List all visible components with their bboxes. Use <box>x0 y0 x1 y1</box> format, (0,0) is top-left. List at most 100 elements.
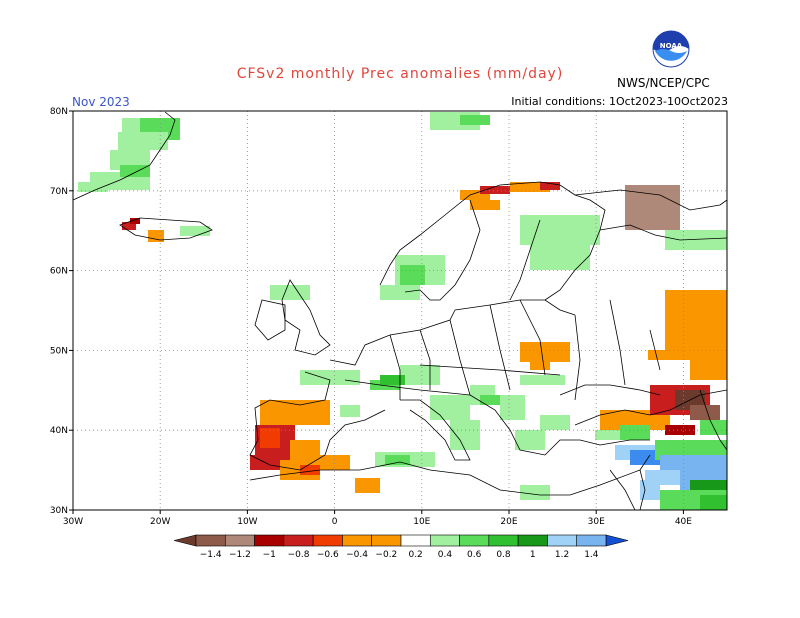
coastline <box>400 399 471 461</box>
coastline <box>344 379 471 396</box>
legend-label: −1.4 <box>200 550 222 560</box>
anomaly-cell <box>78 182 108 192</box>
anomaly-cell <box>500 395 525 420</box>
anomaly-cell <box>260 428 280 448</box>
anomaly-cell <box>545 375 565 385</box>
coastline <box>609 299 626 386</box>
coastline <box>574 389 728 426</box>
anomaly-cell <box>118 132 168 150</box>
lat-label: 80N <box>50 107 68 117</box>
anomaly-cell <box>180 226 210 236</box>
coastline <box>574 189 728 211</box>
map-frame <box>72 110 728 511</box>
legend-label: −0.4 <box>346 550 368 560</box>
anomaly-cell <box>460 190 490 200</box>
coastline <box>404 199 481 301</box>
anomaly-cell <box>700 495 727 510</box>
coastline <box>379 181 606 301</box>
noaa-logo-icon: NOAA <box>652 30 690 68</box>
anomaly-cell <box>480 186 510 194</box>
anomaly-cell <box>120 165 150 177</box>
legend-label: −0.8 <box>288 550 310 560</box>
anomaly-cell <box>380 285 420 300</box>
anomaly-cell <box>450 420 480 450</box>
anomaly-cell <box>620 425 650 440</box>
anomaly-cell <box>690 405 720 420</box>
legend-swatch <box>254 534 285 547</box>
agency-label: NWS/NCEP/CPC <box>617 76 710 90</box>
coastline <box>574 314 581 401</box>
anomaly-cell <box>520 342 570 362</box>
legend-swatch <box>429 534 460 547</box>
lon-label: 20E <box>500 517 517 527</box>
graticule <box>73 111 727 510</box>
coastline <box>469 394 650 456</box>
coastline <box>519 299 546 376</box>
anomaly-cell <box>290 440 320 460</box>
legend-label: 0.6 <box>467 550 482 560</box>
latitude-labels: 80N 70N 60N 50N 40N 30N <box>50 107 68 516</box>
svg-text:NOAA: NOAA <box>660 42 683 50</box>
anomaly-cell <box>530 360 550 370</box>
anomaly-cell <box>300 465 320 475</box>
anomaly-cell <box>540 415 570 430</box>
anomaly-cell <box>665 290 727 360</box>
coastline <box>449 319 471 396</box>
coastline <box>72 111 176 201</box>
coastline <box>119 217 213 241</box>
initial-conditions: Initial conditions: 1Oct2023-10Oct2023 <box>511 95 728 108</box>
lon-label: 10W <box>237 517 257 527</box>
forecast-month: Nov 2023 <box>72 95 130 109</box>
anomaly-cell <box>510 182 550 192</box>
legend-swatch <box>547 534 578 547</box>
coastline <box>699 389 728 451</box>
legend-swatch <box>488 534 519 547</box>
legend-label: −0.2 <box>375 550 397 560</box>
anomaly-cell <box>520 375 545 385</box>
anomaly-cell <box>648 350 678 360</box>
lon-label: 40E <box>675 517 692 527</box>
anomaly-cell <box>660 455 727 470</box>
coastline <box>639 469 646 511</box>
coastline <box>419 364 561 376</box>
legend-label: −0.6 <box>317 550 339 560</box>
anomaly-cell <box>355 478 380 493</box>
anomaly-cell <box>530 245 590 270</box>
anomaly-cell <box>300 370 360 385</box>
anomaly-cell <box>385 455 410 465</box>
legend-label: 0.4 <box>438 550 453 560</box>
lat-label: 60N <box>50 267 68 277</box>
anomaly-cell <box>540 182 560 190</box>
axis-ticks <box>69 110 684 514</box>
anomaly-cell <box>460 115 490 125</box>
coastline <box>419 329 431 390</box>
coastline <box>649 329 661 371</box>
legend-label: 1 <box>530 550 536 560</box>
legend-swatch <box>342 534 373 547</box>
coastline <box>254 299 286 341</box>
anomaly-cell <box>630 450 660 465</box>
coastline <box>489 304 511 391</box>
anomaly-cell <box>470 200 500 210</box>
legend-swatch <box>224 534 255 547</box>
legend-label: 1.2 <box>555 550 569 560</box>
legend-swatch <box>459 534 490 547</box>
lon-label: 0 <box>332 517 338 527</box>
legend-arrow-low <box>173 534 197 547</box>
legend-label: 0.2 <box>408 550 422 560</box>
coastline <box>389 334 401 400</box>
legend-swatch <box>371 534 402 547</box>
legend-label: 0.8 <box>496 550 511 560</box>
coastline <box>609 469 636 511</box>
lon-label: 10E <box>413 517 430 527</box>
lat-label: 30N <box>50 506 68 516</box>
anomaly-cell <box>320 455 350 470</box>
anomaly-cell <box>665 425 695 435</box>
anomaly-cell <box>430 395 470 420</box>
coastline <box>249 371 386 471</box>
anomaly-cell <box>520 485 550 500</box>
anomaly-cell <box>380 375 405 385</box>
coastline <box>454 299 576 316</box>
legend-swatch <box>400 534 431 547</box>
